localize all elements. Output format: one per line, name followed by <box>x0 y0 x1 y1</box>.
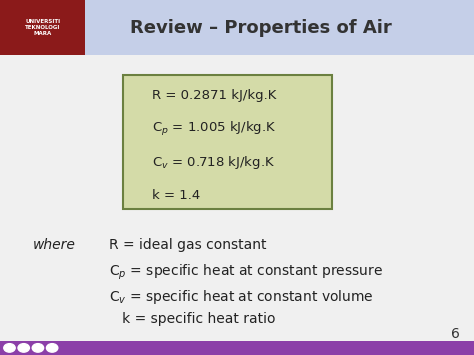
Circle shape <box>4 344 15 352</box>
Text: R = ideal gas constant: R = ideal gas constant <box>109 238 266 252</box>
FancyBboxPatch shape <box>0 0 474 55</box>
Text: C$_p$ = specific heat at constant pressure: C$_p$ = specific heat at constant pressu… <box>109 263 383 282</box>
Text: Review – Properties of Air: Review – Properties of Air <box>130 18 392 37</box>
Text: k = specific heat ratio: k = specific heat ratio <box>109 312 275 326</box>
Text: C$_v$ = 0.718 kJ/kg.K: C$_v$ = 0.718 kJ/kg.K <box>152 154 275 171</box>
Text: where: where <box>33 238 76 252</box>
FancyBboxPatch shape <box>123 75 332 209</box>
FancyBboxPatch shape <box>0 0 85 55</box>
Text: 6: 6 <box>451 327 460 341</box>
Text: C$_p$ = 1.005 kJ/kg.K: C$_p$ = 1.005 kJ/kg.K <box>152 120 276 138</box>
Circle shape <box>32 344 44 352</box>
Text: UNIVERSITI
TEKNOLOGI
MARA: UNIVERSITI TEKNOLOGI MARA <box>25 19 60 36</box>
Circle shape <box>46 344 58 352</box>
Text: R = 0.2871 kJ/kg.K: R = 0.2871 kJ/kg.K <box>152 89 276 102</box>
Text: k = 1.4: k = 1.4 <box>152 189 200 202</box>
FancyBboxPatch shape <box>0 341 474 355</box>
Circle shape <box>18 344 29 352</box>
Text: C$_v$ = specific heat at constant volume: C$_v$ = specific heat at constant volume <box>109 288 374 306</box>
